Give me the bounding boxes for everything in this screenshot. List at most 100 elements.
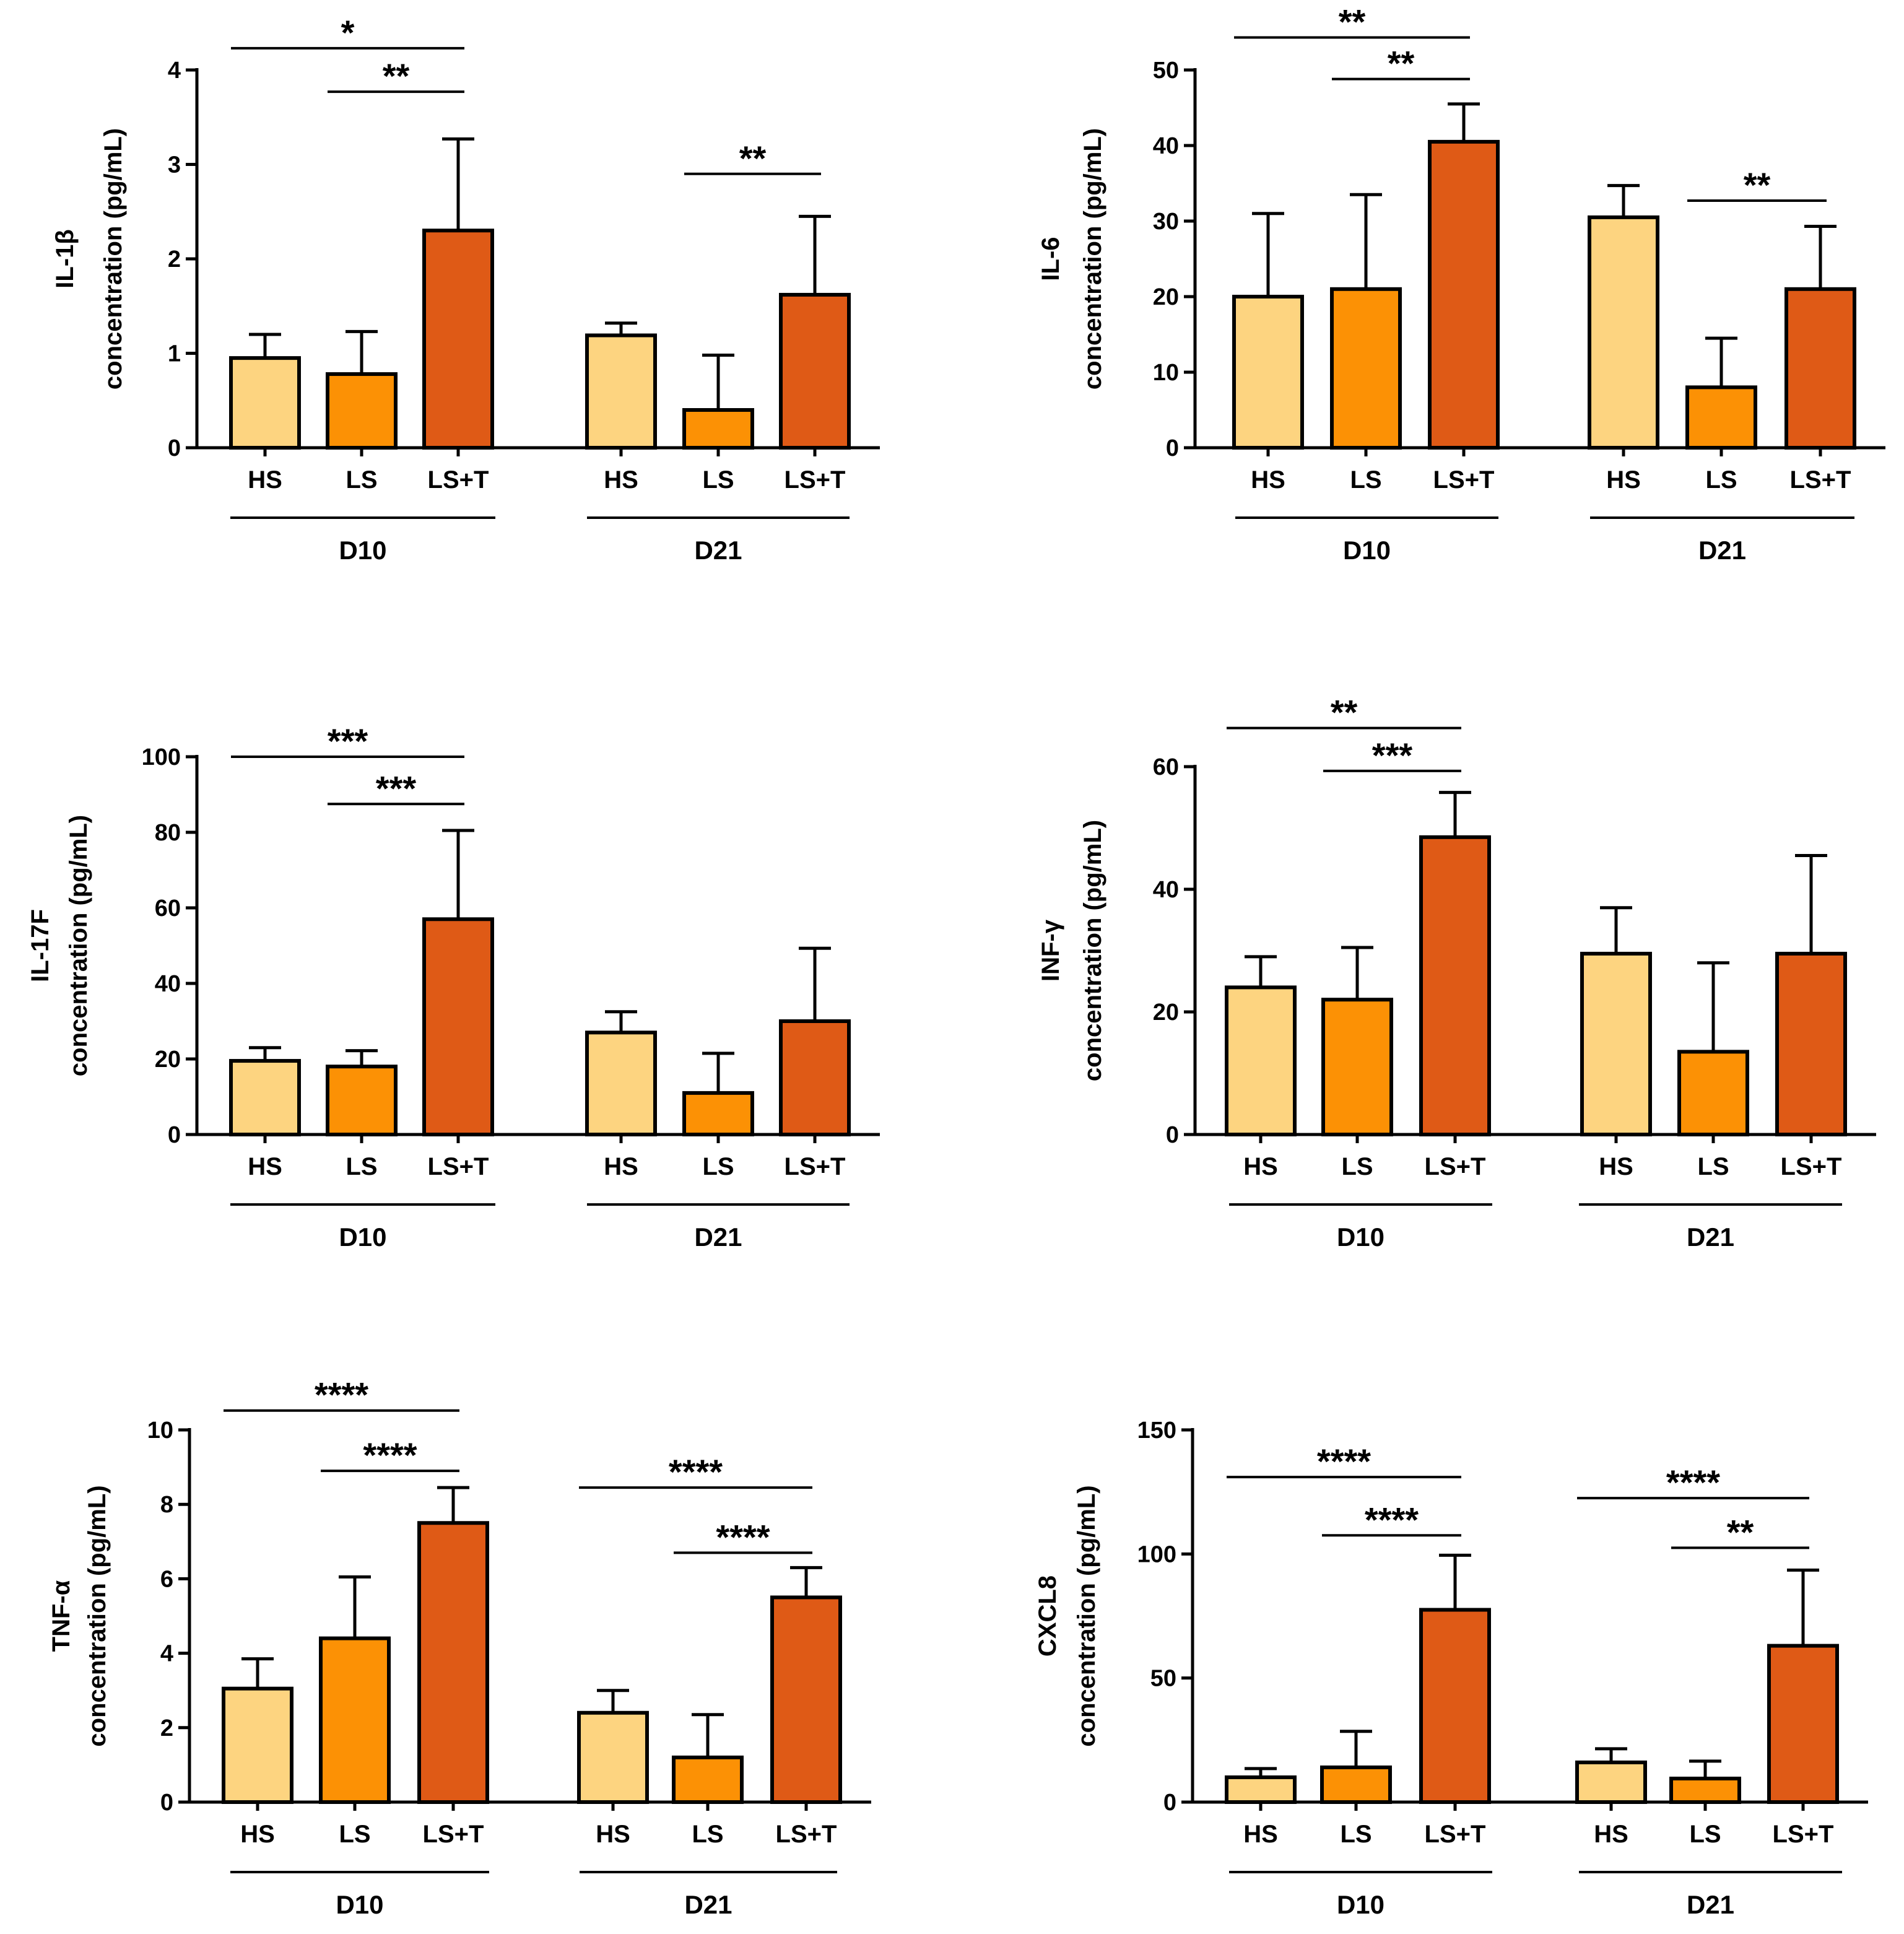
bar: [585, 1030, 657, 1137]
group-label: D10: [339, 536, 386, 565]
bar: [1225, 1775, 1297, 1805]
significance-label: ****: [363, 1435, 417, 1474]
y-axis-title: IL-6: [1037, 237, 1064, 281]
significance-label: **: [1388, 44, 1415, 83]
bar: [229, 356, 301, 450]
x-tick-label: LS: [1341, 1153, 1373, 1180]
y-axis-subtitle: concentration (pg/mL): [65, 815, 92, 1076]
y-axis-title: IL-1β: [51, 229, 79, 289]
significance-label: **: [1331, 693, 1358, 732]
bar: [326, 372, 398, 450]
y-axis-subtitle: concentration (pg/mL): [1079, 128, 1106, 390]
significance-label: **: [383, 56, 410, 95]
y-tick-label: 60: [155, 895, 181, 921]
significance-label: **: [1339, 2, 1366, 41]
x-tick-label: HS: [1599, 1153, 1633, 1180]
significance-label: ****: [1365, 1500, 1419, 1539]
y-tick-label: 8: [160, 1492, 173, 1518]
il-6-panel: 0 10 20 30 40 50 HS LS LS+T HS LS LS+T D10 D21 IL-6 con…: [1037, 2, 1885, 565]
significance-label: **: [739, 139, 767, 178]
bar: [1669, 1776, 1741, 1805]
x-tick-label: LS: [339, 1821, 370, 1848]
bar: [1419, 1608, 1491, 1805]
y-tick-label: 40: [1153, 133, 1179, 159]
group-label: D21: [694, 536, 742, 565]
x-tick-label: HS: [604, 1153, 638, 1180]
y-tick-label: 80: [155, 820, 181, 846]
y-axis-title: IL-17F: [27, 909, 54, 982]
x-tick-label: HS: [1243, 1821, 1278, 1848]
x-tick-label: HS: [248, 466, 282, 494]
x-tick-label: LS+T: [1781, 1153, 1842, 1180]
y-tick-label: 100: [1137, 1541, 1176, 1567]
group-label: D21: [1698, 536, 1746, 565]
tnf-alpha-panel: 0 2 4 6 8 10 HS LS LS+T HS LS LS+T D10 D21 TNF-α concen…: [48, 1375, 871, 1919]
bar: [1685, 385, 1757, 450]
bar: [1575, 1760, 1647, 1804]
x-tick-label: LS+T: [428, 466, 489, 494]
x-tick-label: LS: [1705, 466, 1737, 494]
bar: [422, 229, 494, 450]
bar: [1330, 287, 1402, 450]
y-tick-label: 100: [142, 744, 181, 770]
y-tick-label: 3: [168, 152, 181, 178]
x-tick-label: LS: [346, 1153, 377, 1180]
group-label: D21: [1687, 1890, 1734, 1919]
y-tick-label: 4: [168, 58, 181, 84]
bar: [1428, 139, 1500, 450]
significance-label: ****: [1666, 1463, 1720, 1502]
bar: [1321, 998, 1393, 1136]
x-tick-label: LS: [346, 466, 377, 494]
group-label: D21: [684, 1890, 732, 1919]
x-tick-label: LS: [1340, 1821, 1371, 1848]
significance-label: ****: [1317, 1442, 1371, 1481]
y-tick-label: 0: [168, 1122, 181, 1148]
y-tick-label: 60: [1153, 754, 1179, 780]
y-tick-label: 2: [160, 1715, 173, 1741]
x-tick-label: HS: [1594, 1821, 1628, 1848]
significance-label: ****: [669, 1452, 723, 1491]
y-tick-label: 1: [168, 341, 181, 367]
x-tick-label: HS: [1606, 466, 1641, 494]
bar: [417, 1521, 489, 1804]
bar: [1677, 1050, 1749, 1136]
bar: [1320, 1765, 1392, 1805]
x-tick-label: LS+T: [423, 1821, 484, 1848]
bar: [1775, 951, 1847, 1136]
bar: [326, 1065, 398, 1136]
significance-label: **: [1727, 1512, 1754, 1551]
x-tick-label: HS: [596, 1821, 630, 1848]
group-label: D10: [1337, 1222, 1385, 1252]
x-tick-label: LS+T: [1425, 1153, 1486, 1180]
group-label: D21: [1687, 1222, 1734, 1252]
y-axis-title: INF-γ: [1037, 919, 1064, 982]
significance-label: ***: [1372, 736, 1413, 775]
group-label: D10: [339, 1222, 386, 1252]
bar: [779, 1019, 851, 1136]
significance-label: ***: [376, 769, 417, 808]
bar: [1580, 951, 1652, 1136]
bar: [672, 1755, 744, 1804]
y-tick-label: 0: [1163, 1790, 1176, 1816]
group-label: D10: [1343, 536, 1391, 565]
x-tick-label: HS: [240, 1821, 275, 1848]
bar: [1767, 1644, 1839, 1805]
x-tick-label: LS+T: [1773, 1821, 1834, 1848]
y-tick-label: 0: [168, 435, 181, 461]
y-axis-title: TNF-α: [48, 1580, 75, 1652]
significance-label: ****: [315, 1375, 368, 1414]
bar: [1784, 287, 1856, 450]
y-tick-label: 6: [160, 1566, 173, 1592]
bar: [1225, 985, 1297, 1137]
y-axis-title: CXCL8: [1034, 1575, 1061, 1657]
y-tick-label: 4: [160, 1641, 173, 1667]
y-tick-label: 50: [1153, 58, 1179, 84]
x-tick-label: LS: [1689, 1821, 1721, 1848]
significance-label: **: [1744, 165, 1771, 204]
bar: [585, 333, 657, 450]
y-tick-label: 0: [1166, 435, 1179, 461]
group-label: D21: [694, 1222, 742, 1252]
y-tick-label: 50: [1150, 1666, 1176, 1692]
y-axis-subtitle: concentration (pg/mL): [1079, 820, 1106, 1081]
y-axis-subtitle: concentration (pg/mL): [1073, 1485, 1100, 1746]
